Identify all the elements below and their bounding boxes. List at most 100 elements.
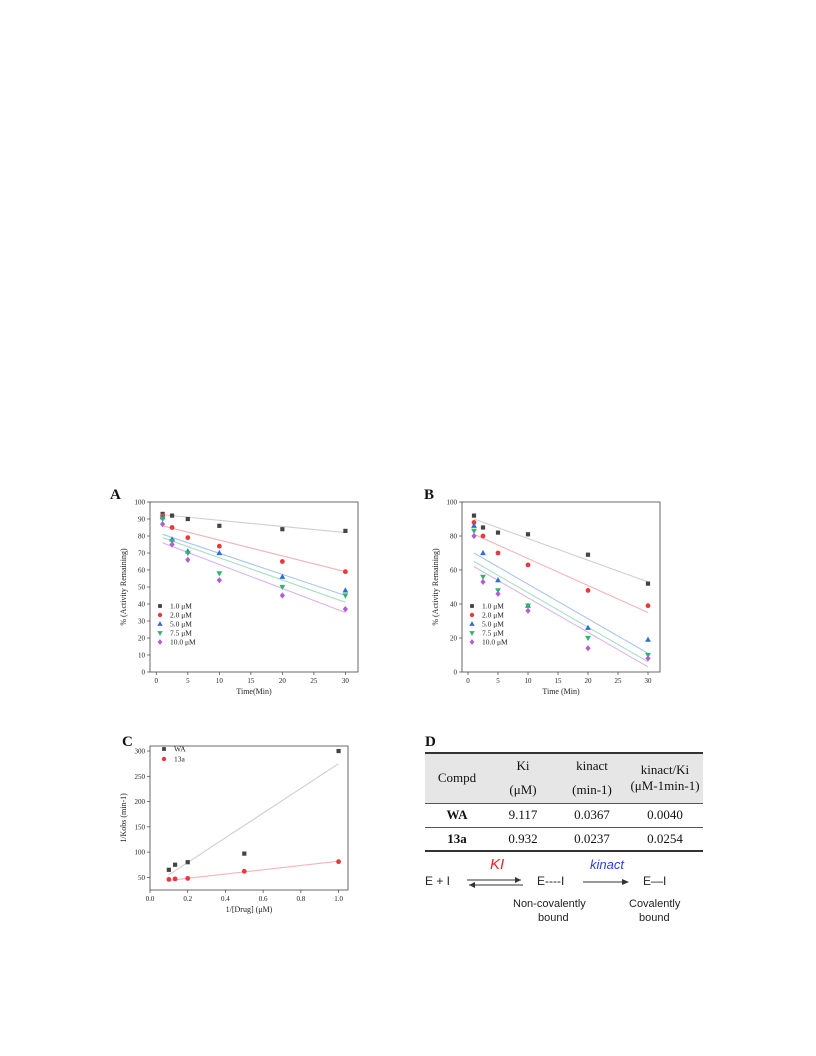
data-point [242, 851, 247, 856]
data-point [279, 573, 286, 579]
header-kinact-label: kinact [576, 758, 608, 774]
y-tick-label: 20 [138, 635, 146, 643]
y-tick-label: 250 [135, 773, 146, 781]
header-ratio: kinact/Ki (μM-1min-1) [627, 753, 703, 803]
data-point [280, 527, 285, 532]
y-tick-label: 300 [135, 748, 146, 756]
data-point [166, 876, 172, 882]
fit-line-0 [168, 763, 339, 876]
y-tick-label: 80 [138, 533, 146, 541]
legend-entry: 1.0 μM [170, 602, 192, 611]
chart-a-svg: 0 5 10 15 20 25 30 0 10 20 30 40 50 60 70 80 90 100 Time(M… [119, 499, 359, 696]
data-point [585, 552, 591, 557]
data-point [184, 550, 191, 557]
legend-entry: 10.0 μM [482, 638, 508, 647]
x-tick-label: 10 [216, 677, 224, 685]
y-axis-label: % (Activity Remaining) [119, 548, 128, 626]
scheme-left: E + I [425, 874, 451, 888]
chart-c: 0.0 0.2 0.4 0.6 0.8 1.0 50 100 150 200 250 300 1/[Dr… [118, 740, 383, 935]
fit-line-2 [162, 533, 346, 597]
fit-line-0 [162, 514, 346, 534]
x-tick-label: 5 [496, 677, 500, 685]
y-axis-label: 1/Kobs (min-1) [119, 793, 128, 843]
data-point [343, 528, 348, 533]
row-compd: WA [446, 807, 468, 822]
data-point [216, 543, 222, 549]
data-point [585, 624, 591, 630]
y-tick-label: 70 [138, 550, 146, 558]
caption-covalent-1: Covalently [629, 898, 681, 910]
data-point [480, 549, 486, 556]
legend-marker [157, 612, 163, 618]
y-tick-label: 10 [138, 652, 146, 660]
data-point [159, 516, 166, 523]
scheme-right: E—I [643, 874, 667, 888]
y-tick-label: 40 [450, 601, 458, 609]
legend-entry: 2.0 μM [482, 611, 504, 620]
plot-frame [461, 501, 661, 673]
data-point [185, 860, 190, 865]
legend-entry: 7.5 μM [170, 629, 192, 638]
legend-entry: 5.0 μM [170, 620, 192, 629]
x-tick-label: 0.8 [296, 895, 305, 903]
data-point [645, 603, 651, 609]
data-point [166, 867, 171, 872]
legend-entry: 13a [174, 755, 186, 764]
caption-covalent-2: bound [639, 912, 670, 924]
data-point [185, 875, 191, 881]
row-kinact: 0.0237 [574, 830, 610, 846]
x-axis-label: Time(Min) [236, 687, 272, 696]
data-point [585, 588, 591, 593]
fit-line-4 [473, 566, 649, 668]
data-point [169, 513, 175, 518]
data-point [480, 525, 486, 530]
y-tick-label: 100 [135, 499, 146, 507]
y-tick-label: 100 [135, 849, 146, 857]
data-point [185, 535, 191, 541]
legend-marker [158, 604, 162, 608]
y-tick-label: 20 [450, 635, 458, 643]
kinetics-table: Compd Ki (μM) kinact (min-1) kinact/Ki (… [425, 752, 703, 852]
x-tick-label: 15 [247, 677, 255, 685]
legend-marker [157, 631, 163, 636]
x-tick-label: 10 [525, 677, 533, 685]
x-tick-label: 25 [310, 677, 318, 685]
plot-frame [149, 501, 359, 673]
data-point [279, 584, 286, 591]
chart-c-svg: 0.0 0.2 0.4 0.6 0.8 1.0 50 100 150 200 250 300 1/[Dr… [119, 745, 349, 914]
x-tick-label: 1.0 [334, 895, 343, 903]
y-tick-label: 50 [138, 584, 146, 592]
y-axis-label: % (Activity Remaining) [431, 548, 440, 626]
data-point [241, 868, 247, 874]
chart-b: 0 5 10 15 20 25 30 0 20 40 60 80 100 Time (Min) % (Act… [428, 490, 708, 710]
legend-marker [157, 621, 163, 626]
equilibrium-arrows [467, 877, 523, 888]
data-point [495, 530, 501, 535]
legend-entry: 1.0 μM [482, 602, 504, 611]
data-point [336, 748, 341, 754]
kinetics-table-panel: Compd Ki (μM) kinact (min-1) kinact/Ki (… [425, 734, 707, 852]
data-point [471, 522, 477, 528]
data-point [185, 516, 190, 522]
data-point [480, 574, 486, 580]
reaction-scheme: E + I KI E----I kinact E—I Non-covalentl… [425, 856, 715, 930]
legend-entry: 5.0 μM [482, 620, 504, 629]
data-point [185, 556, 191, 563]
data-point [342, 569, 348, 575]
fit-line-1 [473, 533, 649, 614]
x-tick-label: 0.4 [221, 895, 230, 903]
row-compd: 13a [447, 830, 467, 846]
data-point [216, 577, 222, 584]
kinact-label: kinact [590, 857, 624, 872]
table-row: WA 9.117 0.0367 0.0040 [425, 803, 703, 827]
data-point [471, 528, 477, 534]
fit-line-4 [162, 542, 346, 614]
fit-line-0 [473, 518, 649, 583]
legend-marker [469, 639, 475, 645]
data-point [342, 587, 349, 593]
ki-label: KI [490, 856, 505, 873]
x-tick-label: 30 [645, 677, 653, 685]
data-point [336, 859, 341, 865]
data-point [172, 876, 178, 882]
data-point [585, 635, 591, 642]
